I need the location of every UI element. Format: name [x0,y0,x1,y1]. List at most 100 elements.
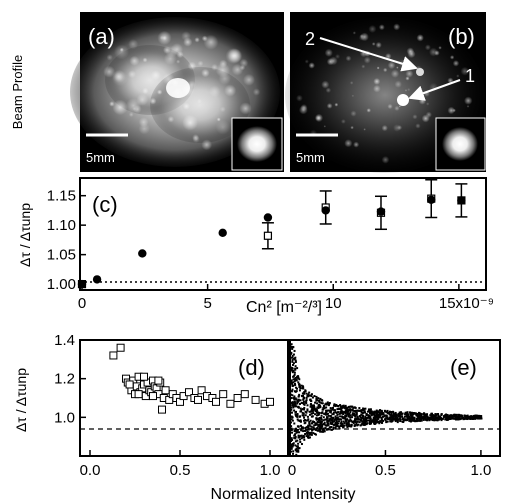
plot-e-point [295,398,298,401]
marker-2-label: 2 [305,29,315,49]
plot-e-point [318,429,321,432]
plot-e-point [324,413,327,416]
plot-e-point [297,419,300,422]
plot-e-point [305,402,308,405]
plot-e-point [434,417,437,420]
speckle-b [412,114,418,120]
plot-e-point [372,418,375,421]
plot-e-point [293,373,296,376]
plot-e-point [322,408,325,411]
plot-e-point [300,401,303,404]
speckle-b [340,119,346,124]
plot-e-point [301,392,304,395]
plot-e-point [354,415,357,418]
plot-c-ytick-label: 1.00 [47,276,76,293]
plot-e-point [303,422,306,425]
plot-e-point [291,402,294,405]
plot-e-point [332,411,335,414]
plot-e-point [362,407,365,410]
plot-e-point [294,376,297,379]
plot-e-point [380,410,383,413]
speckle-a [201,68,210,78]
plot-e-point [293,398,296,401]
plot-e-point [354,417,357,420]
speckle-b [304,59,309,64]
plot-e-point [302,412,305,415]
plot-e-point [303,406,306,409]
plot-e-point [316,406,319,409]
panel-e-label: (e) [450,355,477,380]
speckle-b [351,94,355,98]
plot-e-point [416,418,419,421]
plot-e-point [305,392,308,395]
plot-e-point [296,413,299,416]
plot-e-point [326,416,329,419]
plot-e-point [421,416,424,419]
plot-e-point [339,424,342,427]
plot-e-point [290,352,293,355]
speckle-a [176,59,181,64]
plot-e-point [323,429,326,432]
plot-e-point [293,409,296,412]
plot-e-point [362,422,365,425]
plot-e-point [341,410,344,413]
speckle-a [239,102,252,115]
plot-e-point [378,422,381,425]
plot-e-point [290,450,293,453]
plot-e-point [363,423,366,426]
plot-e-point [340,409,343,412]
plot-e-point [349,405,352,408]
plot-e-point [379,409,382,412]
plot-e-point [290,443,293,446]
plot-e-point [348,408,351,411]
plot-e-point [350,425,353,428]
plot-e-point [426,413,429,416]
plot-e-point [294,356,297,359]
panel-c: 1.00 1.05 1.10 1.15 0 5 10 15x10⁻⁹ (c) Δτ / Δτ… [17,177,494,316]
plot-e-point [297,406,300,409]
plot-e-point [312,409,315,412]
plot-e-point [426,418,429,421]
plot-e-point [322,423,325,426]
plot-d-frame [79,339,289,457]
plot-e-xtick-label: 0.5 [375,462,396,479]
plot-e-point [459,414,462,417]
plot-e-point [305,426,308,429]
plot-e-point [362,418,365,421]
speckle-a [128,39,139,50]
plot-e-point [416,415,419,418]
plot-c-circle-point [263,213,273,222]
plot-e-point [300,429,303,432]
plot-e-point [347,424,350,427]
plot-e-point [363,407,366,410]
plot-e-point [314,413,317,416]
plot-e-point [431,412,434,415]
plot-e-point [314,424,317,427]
plot-e-point [305,428,308,431]
plot-e-point [410,417,413,420]
speckle-b [390,69,400,78]
plot-e-point [393,414,396,417]
plot-e-point [298,378,301,381]
plot-e-point [420,417,423,420]
plot-e-point [377,410,380,413]
plot-e-point [327,412,330,415]
speckle-b [373,84,381,93]
plot-e-point [295,378,298,381]
speckle-a [252,88,261,96]
plot-e-point [353,424,356,427]
plot-e-point [362,423,365,426]
plot-e-point [408,411,411,414]
plot-d-square-point [219,390,228,399]
plot-e-point [294,365,297,368]
speckle-a [192,134,200,141]
plot-e-point [399,420,402,423]
plot-e-point [395,419,398,422]
plot-e-point [394,411,397,414]
plot-e-point [290,418,293,421]
plot-e-point [458,417,461,420]
plot-e-point [318,403,321,406]
plot-e-point [291,404,294,407]
plot-e-point [343,417,346,420]
speckle-b [418,97,427,105]
